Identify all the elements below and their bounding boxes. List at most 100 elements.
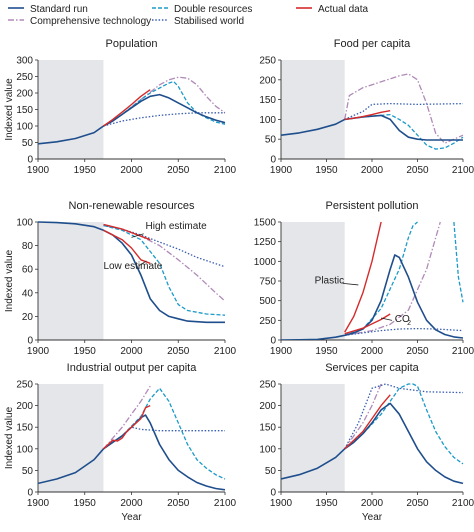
shaded-region (38, 222, 104, 340)
x-tick-label: 1900 (27, 498, 50, 509)
y-axis-label: Indexed value (4, 249, 15, 312)
x-tick-label: 2000 (361, 165, 384, 176)
series-group (281, 383, 464, 485)
series-group (281, 221, 464, 340)
y-tick-label: 150 (259, 423, 276, 434)
y-tick-label: 200 (259, 75, 276, 86)
annotation: CO2 (381, 314, 411, 327)
series-line-actual (103, 229, 151, 264)
y-tick-label: 50 (265, 466, 277, 477)
series-line-standard (281, 402, 464, 485)
annotation: Plastic (315, 275, 359, 286)
y-tick-label: 100 (16, 122, 33, 133)
y-tick-label: 1500 (254, 218, 277, 229)
x-tick-label: 2100 (214, 346, 237, 357)
y-tick-label: 250 (259, 56, 276, 67)
y-tick-label: 0 (270, 155, 276, 166)
annotation-label: CO (395, 314, 410, 325)
series-line-standard (38, 414, 226, 491)
legend-label: Standard run (30, 4, 88, 15)
x-tick-label: 1950 (74, 165, 97, 176)
legend-item: Actual data (296, 4, 368, 15)
series-line-actual (344, 313, 391, 335)
annotation: High estimate (131, 221, 208, 238)
legend-label: Stabilised world (174, 16, 244, 27)
y-tick-label: 150 (16, 105, 33, 116)
chart-title: Services per capita (325, 362, 419, 374)
x-tick-label: 2050 (406, 498, 429, 509)
y-tick-label: 1250 (254, 237, 277, 248)
series-line-actual (103, 223, 151, 241)
y-tick-label: 250 (16, 380, 33, 391)
y-tick-label: 50 (265, 135, 277, 146)
shaded-region (38, 384, 104, 492)
x-tick-label: 1900 (27, 165, 50, 176)
chart-panel-4: Persistent pollution 0 250 500 750 1000 1250 15… (254, 200, 474, 357)
x-tick-label: 1900 (270, 498, 293, 509)
chart-panel-6: Services per capita 0 50 100 150 200 250 1900 19… (259, 362, 474, 523)
y-tick-label: 750 (259, 277, 276, 288)
shaded-region (281, 384, 345, 492)
chart-title: Non-renewable resources (69, 200, 195, 212)
x-tick-label: 2100 (452, 165, 474, 176)
legend-item: Comprehensive technology (8, 16, 151, 27)
series-group (38, 76, 226, 145)
series-line-stable (344, 102, 464, 120)
chart-panel-2: Food per capita 0 50 100 150 200 250 1900 1950 20… (259, 38, 474, 176)
y-tick-label: 200 (259, 401, 276, 412)
annotation-label: High estimate (146, 221, 208, 232)
y-axis-label: Indexed value (4, 78, 15, 141)
x-tick-label: 2100 (214, 165, 237, 176)
y-tick-label: 250 (16, 72, 33, 83)
series-line-tech (344, 73, 464, 144)
legend-item: Standard run (8, 4, 88, 15)
x-tick-label: 2050 (406, 165, 429, 176)
x-tick-label: 1950 (315, 498, 338, 509)
legend-item: Double resources (152, 4, 252, 15)
series-line-double (103, 387, 226, 480)
y-tick-label: 100 (16, 218, 33, 229)
series-line-stable (344, 383, 464, 450)
legend-label: Actual data (318, 4, 368, 15)
series-line-tech (344, 383, 382, 450)
x-tick-label: 2100 (452, 498, 474, 509)
x-tick-label: 1900 (27, 346, 50, 357)
y-tick-label: 100 (259, 115, 276, 126)
x-tick-label: 2100 (452, 346, 474, 357)
y-tick-label: 60 (22, 265, 34, 276)
chart-title: Industrial output per capita (67, 362, 198, 374)
y-tick-label: 0 (270, 336, 276, 347)
chart-title: Population (106, 38, 158, 50)
y-tick-label: 200 (16, 89, 33, 100)
series-line-tech (103, 224, 226, 302)
legend-label: Comprehensive technology (30, 16, 151, 27)
chart-panel-5: Industrial output per capita 0 50 100 150 200… (4, 362, 237, 523)
x-tick-label: 1950 (74, 346, 97, 357)
x-tick-label: 2000 (120, 346, 143, 357)
y-tick-label: 80 (22, 241, 34, 252)
y-tick-label: 500 (259, 296, 276, 307)
series-group (281, 73, 464, 150)
series-line-actual (103, 404, 151, 450)
y-tick-label: 150 (259, 95, 276, 106)
shaded-region (281, 222, 345, 340)
x-tick-label: 2000 (120, 498, 143, 509)
x-tick-label: 2050 (167, 165, 190, 176)
y-tick-label: 50 (22, 466, 34, 477)
chart-title: Persistent pollution (326, 200, 419, 212)
series-line-actual (344, 110, 391, 121)
series-line-standard (281, 254, 464, 340)
annotation-leader (138, 260, 147, 266)
series-line-stable (103, 112, 225, 127)
x-tick-label: 1950 (74, 498, 97, 509)
y-tick-label: 0 (27, 155, 33, 166)
y-tick-label: 1000 (254, 257, 277, 268)
y-tick-label: 100 (259, 444, 276, 455)
series-line-actual (344, 394, 391, 450)
series-line-standard (38, 221, 225, 324)
y-tick-label: 50 (22, 138, 34, 149)
y-tick-label: 0 (27, 488, 33, 499)
y-tick-label: 300 (16, 56, 33, 67)
x-tick-label: 2000 (361, 346, 384, 357)
